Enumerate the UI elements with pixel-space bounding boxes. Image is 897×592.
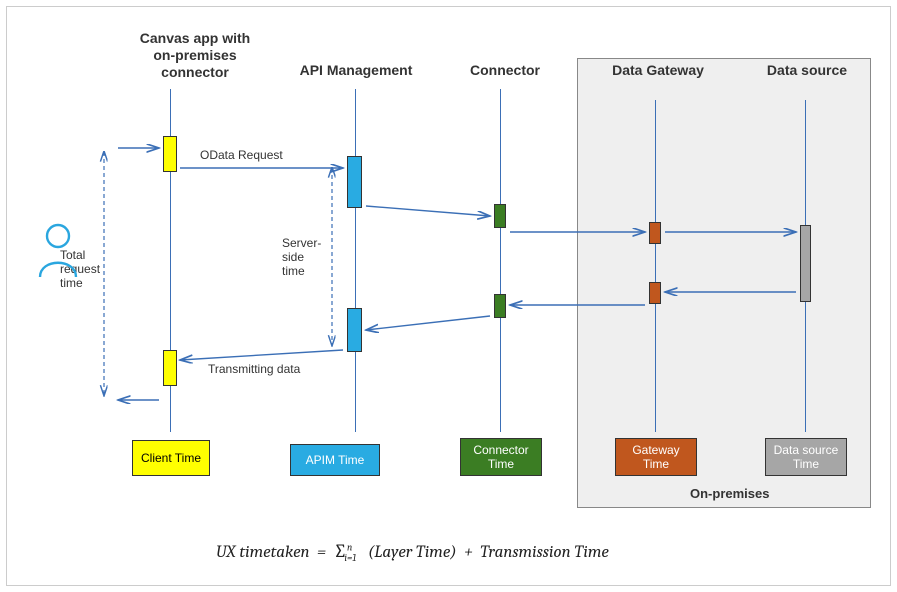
block-conn-bot bbox=[494, 294, 506, 318]
lane-header-client: Canvas app with on-premises connector bbox=[130, 30, 260, 80]
lifeline-apim bbox=[355, 89, 356, 432]
legend-datasource: Data source Time bbox=[765, 438, 847, 476]
legend-gateway: Gateway Time bbox=[615, 438, 697, 476]
formula-eq: = bbox=[317, 543, 326, 562]
block-ds bbox=[800, 225, 811, 302]
legend-client: Client Time bbox=[132, 440, 210, 476]
lifeline-connector bbox=[500, 89, 501, 432]
lane-header-apim: API Management bbox=[296, 62, 416, 78]
onprem-panel-label: On-premises bbox=[690, 486, 769, 501]
formula-lhs: UX timetaken bbox=[216, 543, 310, 562]
formula-term2: Transmission Time bbox=[480, 543, 609, 562]
formula-lower: i=1 bbox=[344, 552, 356, 564]
legend-connector: Connector Time bbox=[460, 438, 542, 476]
lifeline-gateway bbox=[655, 100, 656, 432]
label-server-side-time: Server-side time bbox=[282, 236, 328, 278]
lane-header-gateway: Data Gateway bbox=[608, 62, 708, 78]
lane-header-connector: Connector bbox=[465, 62, 545, 78]
lane-header-datasource: Data source bbox=[762, 62, 852, 78]
formula-term1: (Layer Time) bbox=[368, 543, 457, 562]
block-conn-top bbox=[494, 204, 506, 228]
label-transmitting: Transmitting data bbox=[208, 362, 300, 376]
block-apim-top bbox=[347, 156, 362, 208]
formula-plus: + bbox=[464, 543, 473, 562]
block-gate-bot bbox=[649, 282, 661, 304]
user-icon bbox=[36, 222, 80, 282]
legend-apim: APIM Time bbox=[290, 444, 380, 476]
block-gate-top bbox=[649, 222, 661, 244]
label-odata-request: OData Request bbox=[200, 148, 283, 162]
formula: UX timetaken = ∑ni=1 (Layer Time) + Tran… bbox=[216, 540, 609, 564]
block-client-bot bbox=[163, 350, 177, 386]
block-apim-bot bbox=[347, 308, 362, 352]
block-client-top bbox=[163, 136, 177, 172]
